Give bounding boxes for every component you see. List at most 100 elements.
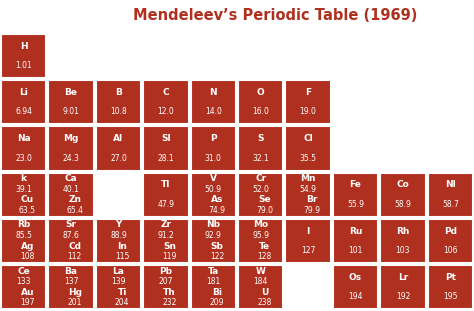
- Bar: [1, 265, 46, 309]
- Text: Fe: Fe: [349, 180, 362, 189]
- Bar: [238, 219, 283, 263]
- Text: 55.9: 55.9: [347, 200, 364, 209]
- Bar: [285, 173, 331, 217]
- Text: Zn: Zn: [68, 195, 81, 204]
- Text: 232: 232: [162, 298, 177, 307]
- Bar: [191, 126, 236, 170]
- Text: Sn: Sn: [163, 242, 176, 251]
- Bar: [1, 173, 46, 217]
- Text: 95.9: 95.9: [252, 231, 269, 240]
- Bar: [96, 265, 141, 309]
- Text: 74.9: 74.9: [209, 206, 226, 215]
- Bar: [143, 126, 189, 170]
- Text: Ce: Ce: [18, 267, 30, 276]
- Text: 181: 181: [206, 277, 220, 286]
- Bar: [48, 265, 94, 309]
- Text: 88.9: 88.9: [110, 231, 127, 240]
- Text: Rh: Rh: [396, 226, 410, 235]
- Bar: [48, 173, 94, 217]
- Text: Mo: Mo: [253, 220, 268, 229]
- Text: Co: Co: [397, 180, 409, 189]
- Bar: [143, 173, 189, 217]
- Text: Cu: Cu: [21, 195, 34, 204]
- Bar: [48, 219, 94, 263]
- Text: C: C: [163, 88, 169, 97]
- Text: 27.0: 27.0: [110, 154, 127, 163]
- Text: Rb: Rb: [17, 220, 30, 229]
- Text: Tl: Tl: [161, 180, 171, 189]
- Text: 139: 139: [111, 277, 126, 286]
- Text: U: U: [261, 288, 268, 297]
- Text: 12.0: 12.0: [157, 108, 174, 116]
- Bar: [1, 34, 46, 78]
- Text: 192: 192: [396, 292, 410, 301]
- Text: Pd: Pd: [444, 226, 457, 235]
- Text: Hg: Hg: [68, 288, 82, 297]
- Bar: [333, 265, 378, 309]
- Text: Mn: Mn: [301, 174, 316, 183]
- Text: Zr: Zr: [160, 220, 172, 229]
- Text: 39.1: 39.1: [15, 185, 32, 194]
- Bar: [238, 80, 283, 124]
- Text: Th: Th: [163, 288, 176, 297]
- Text: 14.0: 14.0: [205, 108, 222, 116]
- Text: 40.1: 40.1: [63, 185, 80, 194]
- Text: Na: Na: [17, 134, 31, 143]
- Bar: [96, 126, 141, 170]
- Text: Nb: Nb: [206, 220, 220, 229]
- Bar: [380, 219, 426, 263]
- Text: Li: Li: [19, 88, 28, 97]
- Text: Lr: Lr: [398, 273, 408, 282]
- Text: H: H: [20, 42, 27, 51]
- Text: Al: Al: [113, 134, 124, 143]
- Text: As: As: [211, 195, 223, 204]
- Text: Mendeleev’s Periodic Table (1969): Mendeleev’s Periodic Table (1969): [133, 8, 417, 24]
- Text: 194: 194: [348, 292, 363, 301]
- Text: 65.4: 65.4: [66, 206, 83, 215]
- Text: Nl: Nl: [445, 180, 456, 189]
- Text: 58.7: 58.7: [442, 200, 459, 209]
- Text: 238: 238: [257, 298, 272, 307]
- Text: Y: Y: [115, 220, 122, 229]
- Text: 31.0: 31.0: [205, 154, 222, 163]
- Text: Pt: Pt: [445, 273, 456, 282]
- Text: 112: 112: [68, 252, 82, 261]
- Bar: [238, 265, 283, 309]
- Text: 54.9: 54.9: [300, 185, 317, 194]
- Bar: [285, 80, 331, 124]
- Text: 101: 101: [348, 246, 363, 255]
- Text: 50.9: 50.9: [205, 185, 222, 194]
- Bar: [1, 80, 46, 124]
- Bar: [48, 126, 94, 170]
- Text: I: I: [306, 226, 310, 235]
- Text: 209: 209: [210, 298, 224, 307]
- Bar: [333, 219, 378, 263]
- Text: 197: 197: [20, 298, 35, 307]
- Text: 91.2: 91.2: [157, 231, 174, 240]
- Bar: [191, 80, 236, 124]
- Text: In: In: [117, 242, 127, 251]
- Text: Sr: Sr: [65, 220, 77, 229]
- Text: La: La: [112, 267, 125, 276]
- Text: Cr: Cr: [255, 174, 266, 183]
- Text: 115: 115: [115, 252, 129, 261]
- Bar: [96, 80, 141, 124]
- Text: Bi: Bi: [212, 288, 222, 297]
- Bar: [238, 173, 283, 217]
- Text: k: k: [21, 174, 27, 183]
- Text: 207: 207: [159, 277, 173, 286]
- Text: W: W: [256, 267, 265, 276]
- Text: Se: Se: [258, 195, 271, 204]
- Text: 1.01: 1.01: [15, 61, 32, 70]
- Text: Sb: Sb: [210, 242, 223, 251]
- Bar: [143, 80, 189, 124]
- Text: Ti: Ti: [118, 288, 127, 297]
- Text: S: S: [257, 134, 264, 143]
- Text: 79.0: 79.0: [256, 206, 273, 215]
- Text: 108: 108: [20, 252, 35, 261]
- Text: 201: 201: [67, 298, 82, 307]
- Text: 106: 106: [443, 246, 457, 255]
- Text: 122: 122: [210, 252, 224, 261]
- Bar: [428, 265, 473, 309]
- Text: Os: Os: [349, 273, 362, 282]
